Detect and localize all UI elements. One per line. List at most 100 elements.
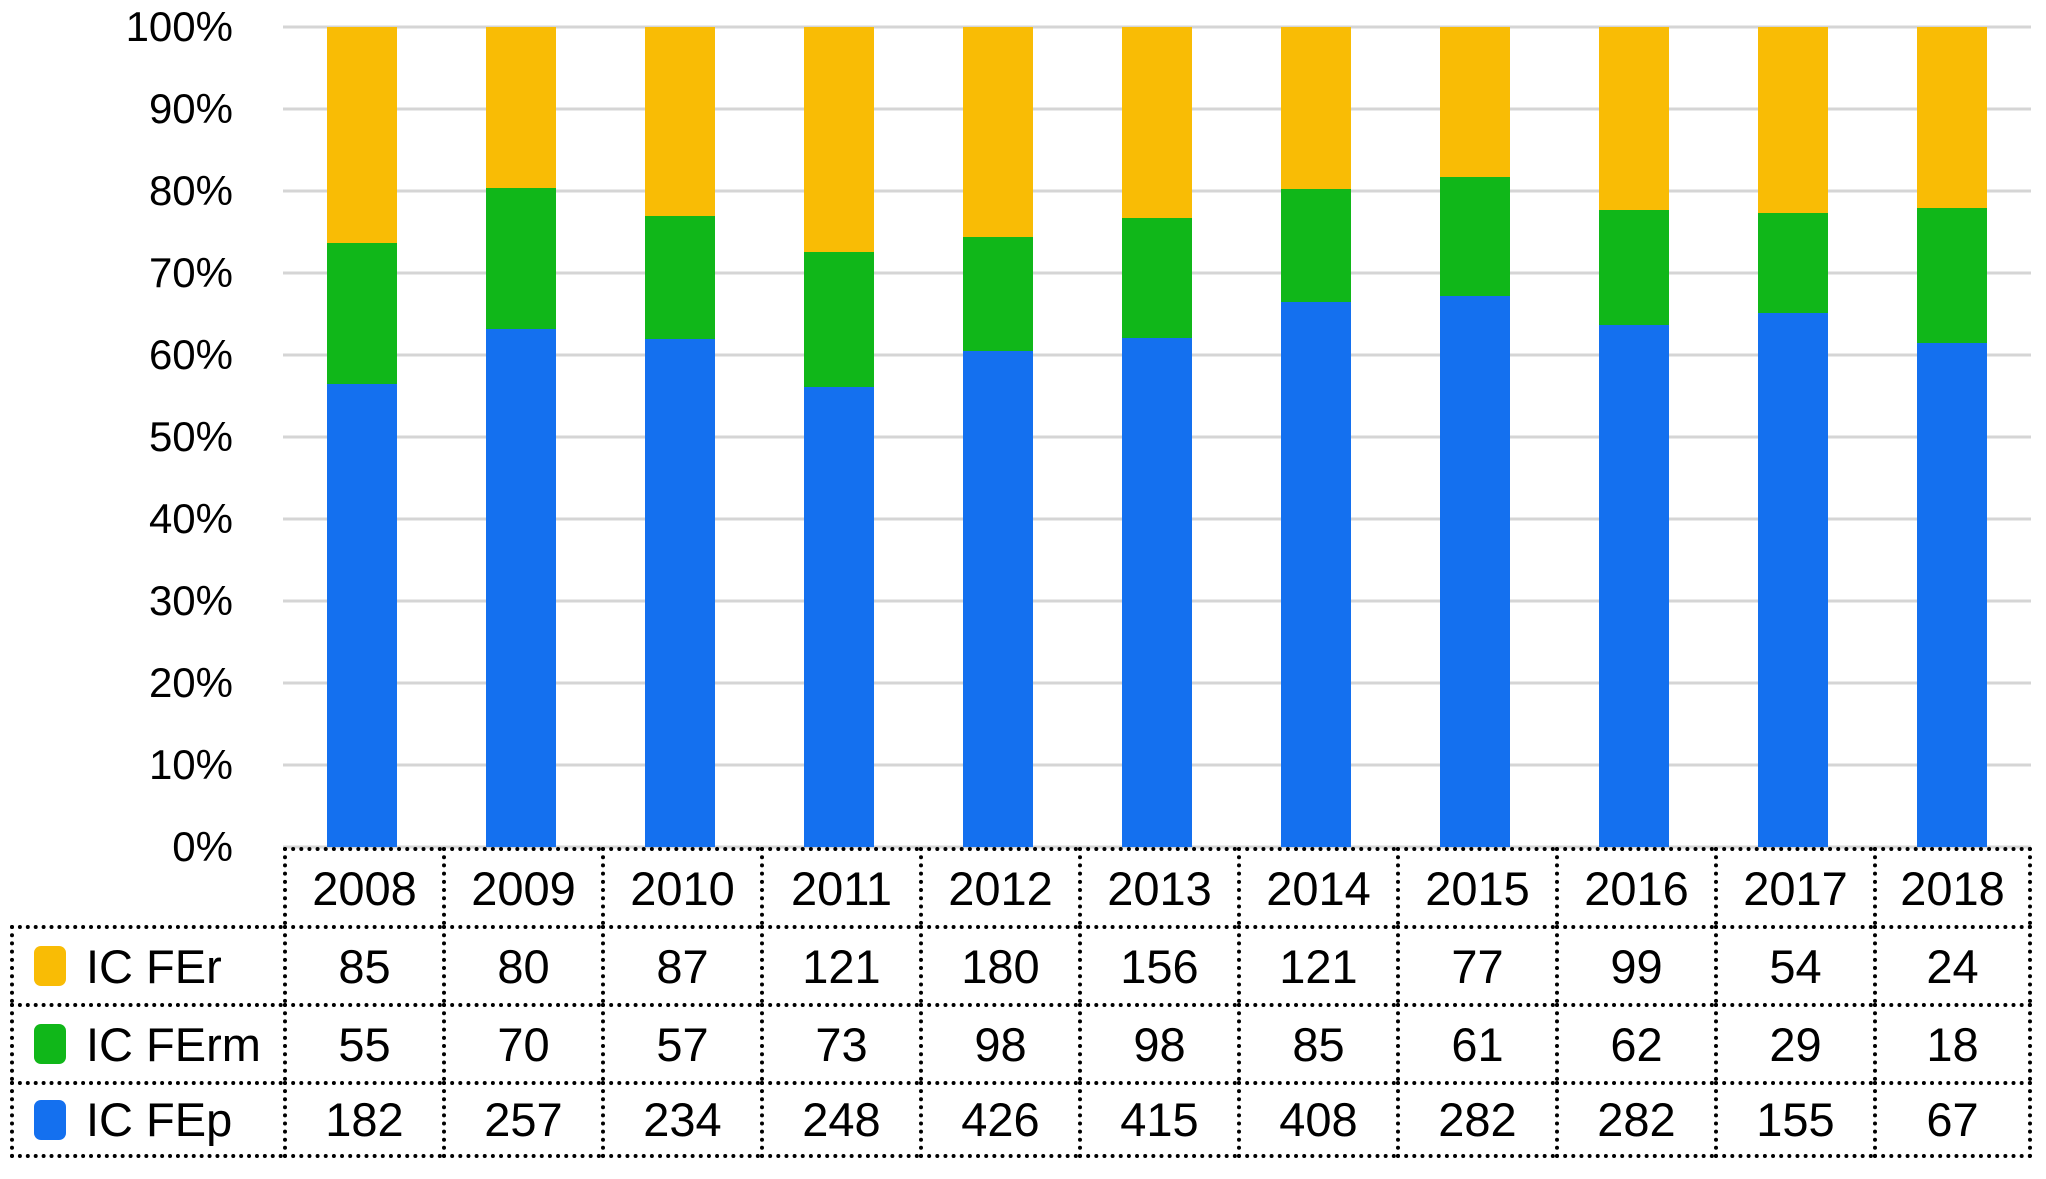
value-cell-ic-fer-2017: 54	[1714, 925, 1873, 1003]
value-cell-ic-ferm-2013: 98	[1078, 1003, 1237, 1081]
bar-2011	[804, 27, 875, 847]
bar-column-2013	[1078, 27, 1237, 847]
bar-2010	[645, 27, 716, 847]
bar-2012	[963, 27, 1034, 847]
y-axis-label-60-: 60%	[148, 331, 233, 378]
y-axis-label-10-: 10%	[148, 741, 233, 788]
y-axis-label-90-: 90%	[148, 85, 233, 132]
bar-segment-ic-fer	[1757, 27, 1828, 214]
bar-segment-ic-ferm	[327, 243, 398, 384]
legend-cell-ic-ferm: IC FErm	[10, 1003, 283, 1081]
value-cell-ic-ferm-2015: 61	[1396, 1003, 1555, 1081]
year-header-2015: 2015	[1396, 847, 1555, 925]
value-cell-ic-fer-2009: 80	[442, 925, 601, 1003]
bar-segment-ic-fer	[645, 27, 716, 216]
bar-column-2014	[1236, 27, 1395, 847]
data-table: 2008 2009 2010 2011 2012 2013 2014 2015 2016 2017…	[10, 847, 2032, 1158]
bar-segment-ic-ferm	[1916, 207, 1987, 343]
value-cell-ic-fer-2010: 87	[601, 925, 760, 1003]
value-cell-ic-fep-2011: 248	[760, 1081, 919, 1158]
bar-segment-ic-fep	[963, 350, 1034, 847]
y-axis-label-0-: 0%	[172, 823, 233, 870]
bar-segment-ic-ferm	[486, 188, 557, 330]
year-header-2016: 2016	[1555, 847, 1714, 925]
bar-2009	[486, 27, 557, 847]
value-cell-ic-fep-2018: 67	[1873, 1081, 2032, 1158]
bar-column-2015	[1395, 27, 1554, 847]
value-cell-ic-fer-2015: 77	[1396, 925, 1555, 1003]
plot-area	[283, 25, 2031, 849]
value-cell-ic-fer-2012: 180	[919, 925, 1078, 1003]
y-axis-label-50-: 50%	[148, 413, 233, 460]
bar-column-2017	[1713, 27, 1872, 847]
bar-segment-ic-ferm	[1280, 188, 1351, 303]
value-cell-ic-fep-2013: 415	[1078, 1081, 1237, 1158]
value-cell-ic-fep-2017: 155	[1714, 1081, 1873, 1158]
legend-swatch-ic-fep	[34, 1099, 66, 1140]
y-axis-label-80-: 80%	[148, 167, 233, 214]
value-cell-ic-fep-2010: 234	[601, 1081, 760, 1158]
bar-segment-ic-fep	[645, 339, 716, 847]
bar-segment-ic-fer	[1280, 27, 1351, 189]
y-axis-label-100-: 100%	[125, 3, 233, 50]
year-header-2008: 2008	[283, 847, 442, 925]
bar-segment-ic-fep	[1916, 342, 1987, 847]
bar-segment-ic-fer	[1439, 27, 1510, 178]
year-header-2010: 2010	[601, 847, 760, 925]
value-cell-ic-fer-2013: 156	[1078, 925, 1237, 1003]
value-cell-ic-fer-2008: 85	[283, 925, 442, 1003]
bar-segment-ic-fer	[1916, 27, 1987, 208]
legend-label-ic-ferm: IC FErm	[86, 1017, 261, 1071]
year-header-2017: 2017	[1714, 847, 1873, 925]
y-axis: 100% 90% 80% 70% 60% 50% 40% 30% 20% 10% 0%	[0, 6, 233, 868]
bar-segment-ic-ferm	[645, 215, 716, 340]
y-axis-label-30-: 30%	[148, 577, 233, 624]
bar-segment-ic-fep	[1121, 338, 1192, 847]
legend-swatch-ic-ferm	[34, 1024, 66, 1064]
gridline	[283, 25, 2031, 29]
year-header-2013: 2013	[1078, 847, 1237, 925]
y-axis-label-20-: 20%	[148, 659, 233, 706]
legend-label-ic-fep: IC FEp	[86, 1093, 233, 1146]
y-axis-label-70-: 70%	[148, 249, 233, 296]
value-cell-ic-ferm-2014: 85	[1237, 1003, 1396, 1081]
value-cell-ic-fer-2011: 121	[760, 925, 919, 1003]
legend-cell-ic-fer: IC FEr	[10, 925, 283, 1003]
bar-segment-ic-ferm	[963, 236, 1034, 351]
bar-segment-ic-ferm	[1121, 218, 1192, 339]
bar-column-2009	[442, 27, 601, 847]
bar-segment-ic-ferm	[804, 251, 875, 387]
bar-segment-ic-fep	[327, 383, 398, 847]
bar-segment-ic-fep	[1280, 302, 1351, 847]
value-cell-ic-ferm-2011: 73	[760, 1003, 919, 1081]
bar-segment-ic-fer	[486, 27, 557, 189]
y-axis-label-40-: 40%	[148, 495, 233, 542]
bar-segment-ic-ferm	[1598, 210, 1669, 326]
value-cell-ic-fep-2016: 282	[1555, 1081, 1714, 1158]
bar-column-2010	[601, 27, 760, 847]
bar-2013	[1121, 27, 1192, 847]
value-cell-ic-fer-2014: 121	[1237, 925, 1396, 1003]
bar-segment-ic-fer	[804, 27, 875, 252]
value-cell-ic-fep-2008: 182	[283, 1081, 442, 1158]
bar-segment-ic-fep	[486, 329, 557, 847]
bar-column-2012	[919, 27, 1078, 847]
value-cell-ic-ferm-2008: 55	[283, 1003, 442, 1081]
bar-segment-ic-fep	[1757, 312, 1828, 847]
bar-segment-ic-fer	[963, 27, 1034, 237]
value-cell-ic-ferm-2018: 18	[1873, 1003, 2032, 1081]
value-cell-ic-ferm-2012: 98	[919, 1003, 1078, 1081]
year-header-2014: 2014	[1237, 847, 1396, 925]
value-cell-ic-fep-2014: 408	[1237, 1081, 1396, 1158]
value-cell-ic-ferm-2009: 70	[442, 1003, 601, 1081]
legend-label-ic-fer: IC FEr	[86, 939, 222, 993]
bar-2014	[1280, 27, 1351, 847]
bar-segment-ic-fer	[327, 27, 398, 244]
bar-segment-ic-fer	[1598, 27, 1669, 211]
bar-2016	[1598, 27, 1669, 847]
legend-cell-ic-fep: IC FEp	[10, 1081, 283, 1158]
bar-column-2008	[283, 27, 442, 847]
value-cell-ic-ferm-2017: 29	[1714, 1003, 1873, 1081]
bar-column-2018	[1872, 27, 2031, 847]
